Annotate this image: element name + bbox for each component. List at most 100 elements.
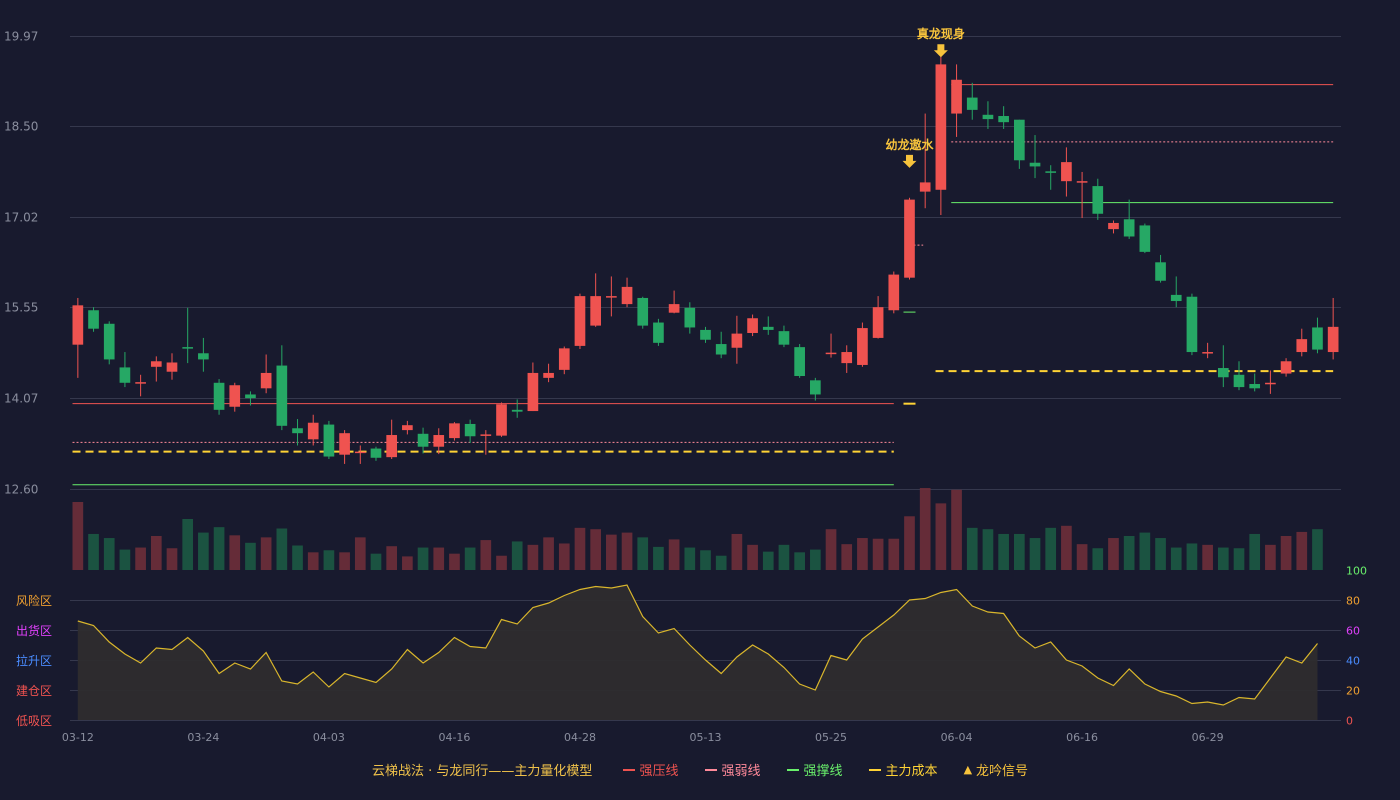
candle-body xyxy=(1123,219,1135,237)
price-gridlines xyxy=(70,36,1341,490)
volume-bar xyxy=(511,541,523,570)
candle-body xyxy=(872,307,884,338)
candle-body xyxy=(1280,361,1292,374)
candle-body xyxy=(245,394,256,399)
volume-bar xyxy=(904,516,915,570)
candle-body xyxy=(386,435,398,458)
candle-body xyxy=(182,347,194,349)
candle-body xyxy=(1139,225,1151,252)
volume-bar xyxy=(1029,538,1041,570)
candle-body xyxy=(292,428,303,434)
candle-body xyxy=(370,448,382,458)
volume-bar xyxy=(150,536,162,570)
candle-body xyxy=(668,304,680,313)
volume-bar xyxy=(386,546,398,570)
candle-body xyxy=(700,329,711,340)
candle-body xyxy=(72,305,84,345)
volume-bar xyxy=(354,537,366,570)
volume-bar xyxy=(700,550,711,570)
zone-label: 建仓区 xyxy=(16,684,52,698)
legend-label: 主力成本 xyxy=(885,764,938,779)
volume-bar xyxy=(982,529,994,570)
dragon-signals: 幼龙遨水 真龙现身 xyxy=(885,26,965,168)
zone-label: 风险区 xyxy=(16,593,52,608)
volume-bar xyxy=(1123,536,1135,570)
indicator-tick-label: 80 xyxy=(1346,595,1360,608)
price-tick-label: 17.02 xyxy=(4,211,38,225)
volume-bar xyxy=(1312,529,1323,570)
volume-bar xyxy=(543,537,554,570)
candle-body xyxy=(1296,339,1308,353)
volume-bar xyxy=(857,538,868,570)
volume-bar xyxy=(1139,532,1151,570)
candles xyxy=(72,55,1339,464)
volume-bar xyxy=(292,545,303,570)
price-tick-label: 15.55 xyxy=(4,301,38,315)
candle-body xyxy=(574,296,586,346)
volume-bar xyxy=(245,542,256,570)
volume-bar xyxy=(872,538,884,570)
candle-body xyxy=(558,348,570,370)
candle-body xyxy=(606,296,617,298)
date-tick-label: 05-25 xyxy=(815,731,847,744)
candle-body xyxy=(1233,374,1245,388)
volume-bar xyxy=(888,538,900,570)
candle-body xyxy=(982,114,994,120)
volume-bar xyxy=(919,488,931,570)
volume-bar xyxy=(794,552,805,570)
volume-bar xyxy=(1186,543,1198,570)
volume-bar xyxy=(668,539,680,570)
date-tick-label: 06-04 xyxy=(941,731,973,744)
volume-bar xyxy=(307,552,319,570)
volume-bar xyxy=(276,528,288,570)
legend: 云梯战法 · 与龙同行——主力量化模型 强压线 强弱线 强撑线 主力成本 ▲ 龙吟信号 xyxy=(0,760,1400,779)
indicator-line xyxy=(77,584,1318,706)
date-tick-label: 06-29 xyxy=(1192,731,1224,744)
legend-label: 强弱线 xyxy=(721,764,761,779)
volume-bars xyxy=(72,488,1323,570)
volume-bar xyxy=(480,540,492,570)
candle-body xyxy=(496,404,507,436)
volume-bar xyxy=(323,550,335,570)
legend-swatch xyxy=(704,768,717,771)
reference-lines xyxy=(72,84,1334,486)
candle-body xyxy=(1076,181,1088,183)
candle-body xyxy=(1249,384,1261,389)
volume-bar xyxy=(935,503,947,570)
candle-body xyxy=(762,326,774,330)
indicator-tick-label: 60 xyxy=(1346,625,1360,638)
volume-bar xyxy=(213,527,225,570)
date-tick-label: 03-24 xyxy=(187,731,219,744)
legend-swatch xyxy=(868,768,881,771)
volume-bar xyxy=(1202,544,1213,570)
signal-arrow xyxy=(902,154,917,168)
candle-body xyxy=(339,433,350,455)
volume-bar xyxy=(496,555,507,570)
date-tick-label: 05-13 xyxy=(690,731,722,744)
volume-bar xyxy=(747,544,758,570)
candle-body xyxy=(229,385,241,407)
candle-body xyxy=(1013,119,1025,161)
legend-swatch xyxy=(622,768,635,771)
candle-body xyxy=(354,451,366,454)
candle-body xyxy=(464,423,476,437)
price-tick-label: 14.07 xyxy=(4,392,38,406)
candle-body xyxy=(150,361,162,367)
candle-body xyxy=(135,382,146,384)
volume-bar xyxy=(433,547,445,570)
candle-body xyxy=(1029,162,1041,167)
candle-body xyxy=(103,323,115,360)
date-tick-label: 06-16 xyxy=(1066,731,1098,744)
volume-bar xyxy=(606,534,617,570)
candle-body xyxy=(1108,222,1119,230)
candle-body xyxy=(480,434,492,436)
candle-body xyxy=(119,367,131,383)
candle-body xyxy=(653,322,664,343)
candle-body xyxy=(888,274,900,311)
candle-body xyxy=(1202,352,1213,354)
candle-body xyxy=(1170,294,1182,302)
candle-body xyxy=(1312,327,1323,350)
candle-body xyxy=(276,365,288,426)
volume-bar xyxy=(1045,527,1057,570)
